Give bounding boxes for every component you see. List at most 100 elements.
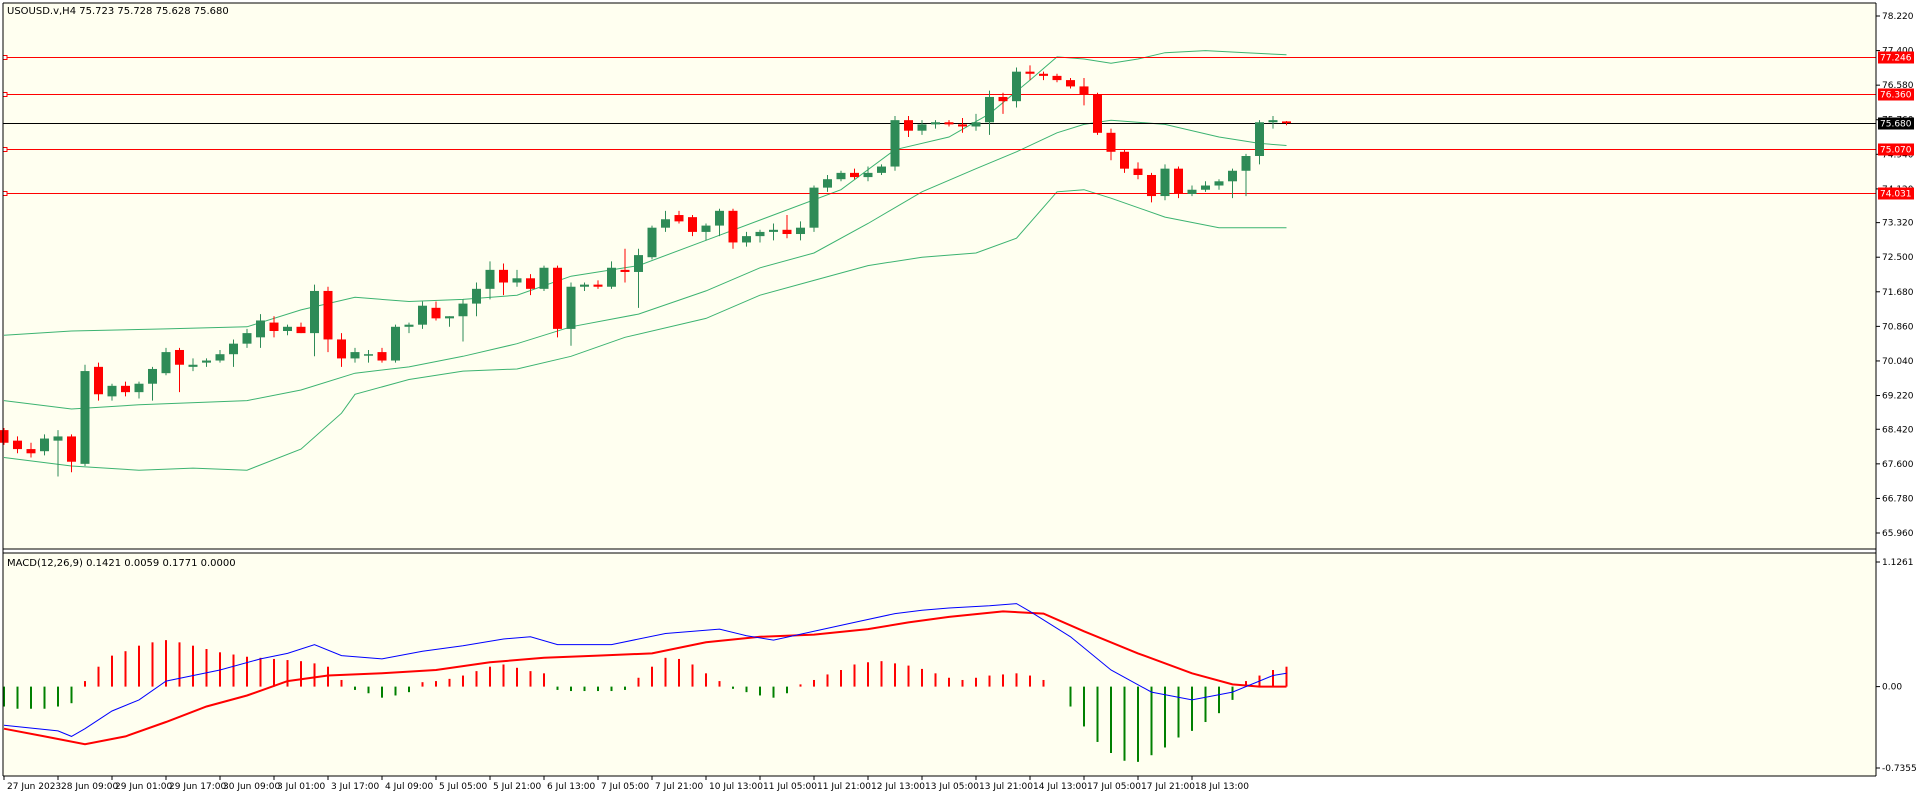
candle-body xyxy=(26,449,36,454)
candle xyxy=(1268,115,1278,129)
candle xyxy=(1039,71,1048,81)
candle-body xyxy=(674,215,684,222)
candle xyxy=(674,210,684,224)
candle-body xyxy=(337,339,346,359)
time-tick-label: 29 Jun 01:00 xyxy=(115,782,172,792)
candle xyxy=(539,265,549,291)
candle xyxy=(1282,121,1291,126)
candle-body xyxy=(931,122,940,125)
candle xyxy=(40,434,49,456)
candle xyxy=(134,381,144,399)
candle-body xyxy=(742,236,751,243)
candle-body xyxy=(1147,174,1156,197)
candle xyxy=(485,261,495,300)
candle-body xyxy=(607,267,616,287)
level-price-tag xyxy=(1878,143,1914,156)
candle xyxy=(958,118,967,133)
candle-body xyxy=(877,166,886,173)
candle xyxy=(1052,73,1062,83)
time-tick-label: 4 Jul 09:00 xyxy=(385,782,434,792)
candle-body xyxy=(67,436,76,462)
candle-body xyxy=(1282,121,1291,124)
price-tick-label: 71.680 xyxy=(1882,288,1914,298)
time-tick-label: 28 Jun 09:00 xyxy=(61,782,118,792)
candle xyxy=(121,381,130,397)
candle xyxy=(107,383,117,401)
time-tick-label: 13 Jul 21:00 xyxy=(979,782,1033,792)
candle xyxy=(566,282,576,346)
price-tick-label: 68.420 xyxy=(1882,425,1914,435)
candle xyxy=(1066,77,1075,89)
level-price-text: 74.031 xyxy=(1880,190,1912,200)
candle xyxy=(620,248,630,283)
candle xyxy=(661,210,670,232)
candle xyxy=(701,223,711,241)
candle-body xyxy=(1066,80,1075,87)
level-price-text: 77.246 xyxy=(1880,54,1912,64)
candle xyxy=(1201,181,1210,192)
candle-body xyxy=(161,352,171,374)
candle xyxy=(94,362,103,401)
price-tick-label: 70.040 xyxy=(1882,357,1914,367)
candle xyxy=(1174,166,1183,199)
candle xyxy=(256,314,265,348)
candle-body xyxy=(1255,122,1264,157)
candle xyxy=(863,166,873,182)
macd-panel[interactable] xyxy=(3,553,1876,776)
candle-body xyxy=(0,430,9,443)
candle xyxy=(188,358,198,372)
time-tick-label: 13 Jul 05:00 xyxy=(925,782,979,792)
price-tick-label: 72.500 xyxy=(1882,253,1914,263)
candle xyxy=(161,347,171,376)
level-price-tag xyxy=(1878,187,1914,200)
candle-body xyxy=(688,217,697,232)
candle xyxy=(269,316,279,338)
candle xyxy=(1255,120,1264,165)
time-tick-label: 5 Jul 05:00 xyxy=(439,782,488,792)
candle xyxy=(728,208,738,249)
candle xyxy=(431,301,441,321)
candle-body xyxy=(998,96,1008,102)
macd-header: MACD(12,26,9) 0.1421 0.0059 0.1771 0.000… xyxy=(7,558,236,569)
time-tick-label: 27 Jun 2023 xyxy=(7,782,61,792)
candle-body xyxy=(836,172,846,180)
level-handle xyxy=(2,55,8,60)
candle-body xyxy=(1160,168,1170,197)
candle xyxy=(472,282,481,317)
current-price-tag xyxy=(1878,117,1914,130)
candle xyxy=(148,366,157,401)
symbol-header: USOUSD.v,H4 75.723 75.728 75.628 75.680 xyxy=(7,6,229,17)
candle xyxy=(512,269,522,287)
price-tick-label: 69.220 xyxy=(1882,392,1914,402)
candle-body xyxy=(148,368,157,384)
candle xyxy=(323,286,333,353)
candle-body xyxy=(1133,168,1143,175)
candle-body xyxy=(620,269,630,272)
candle xyxy=(215,349,225,363)
candle-body xyxy=(634,255,643,272)
price-tick-label: 67.600 xyxy=(1882,460,1914,470)
candle xyxy=(175,347,184,393)
level-price-tag xyxy=(1878,88,1914,101)
candle xyxy=(688,215,697,237)
candles-group xyxy=(0,65,1291,477)
candle xyxy=(80,364,90,466)
candle-body xyxy=(229,343,238,355)
time-tick-label: 7 Jul 21:00 xyxy=(655,782,704,792)
price-panel[interactable] xyxy=(3,3,1876,549)
candle xyxy=(242,328,252,348)
candle-body xyxy=(188,364,198,367)
time-tick-label: 10 Jul 13:00 xyxy=(709,782,763,792)
time-tick-label: 30 Jun 09:00 xyxy=(223,782,280,792)
candle-body xyxy=(1025,71,1035,74)
candle-body xyxy=(526,278,535,289)
candle-body xyxy=(107,385,117,397)
candle xyxy=(971,113,981,131)
candle-body xyxy=(1012,71,1021,102)
candle xyxy=(283,324,292,336)
candle xyxy=(1228,168,1237,199)
candle-body xyxy=(377,352,387,361)
candle-body xyxy=(701,225,711,232)
candle xyxy=(715,208,724,237)
